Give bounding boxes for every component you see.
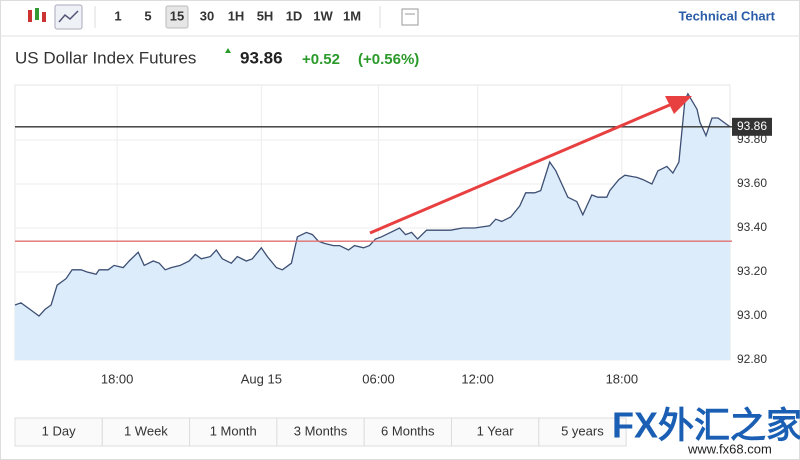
interval-button[interactable]: 30 [200,8,214,23]
range-button[interactable]: 1 Day [42,423,76,438]
trend-arrow [369,96,692,235]
line-icon-glyph [58,10,79,23]
interval-button[interactable]: 1W [313,8,333,23]
range-button[interactable]: 6 Months [381,423,435,438]
change-percent: (+0.56%) [358,51,419,68]
watermark-brand: FX外汇之家 [612,405,800,446]
interval-button[interactable]: 5 [144,8,151,23]
range-button[interactable]: 5 years [561,423,604,438]
range-button-box[interactable] [276,417,365,447]
area [15,93,730,361]
y-tick-label: 93.40 [737,220,767,234]
y-tick-label: 93.60 [737,176,767,190]
y-tick-label: 92.80 [737,352,767,366]
range-button[interactable]: 3 Months [294,423,348,438]
range-button-box[interactable] [189,417,278,447]
interval-button[interactable]: 1H [228,8,245,23]
x-tick-label: 18:00 [101,371,134,386]
range-button-box[interactable] [101,417,191,447]
technical-chart-link[interactable]: Technical Chart [678,8,775,23]
up-arrow [225,48,231,53]
range-button[interactable]: 1 Month [210,423,257,438]
plot: Investing.com92.8093.0093.2093.4093.6093… [14,84,772,386]
arrow-head [665,96,692,114]
x-tick-label: Aug 15 [241,371,282,386]
price: 93.86 [240,48,283,67]
x-tick-label: 18:00 [606,371,639,386]
y-tick-label: 93.00 [737,308,767,322]
last-price-box [732,117,772,136]
candles-icon[interactable] [28,8,46,22]
interval-button[interactable]: 1 [114,8,121,23]
site-watermark: FX外汇之家 www.fx68.com [612,405,800,457]
range-button[interactable]: 1 Week [124,423,168,438]
x-tick-label: 12:00 [461,371,494,386]
interval-button[interactable]: 5H [257,8,274,23]
range-button-box[interactable] [14,417,103,447]
range-bar: 1 Day 1 Week 1 Month 3 Months 6 Months 1 Year… [14,417,627,447]
range-button-box[interactable] [451,417,540,447]
range-button[interactable]: 1 Year [477,423,515,438]
interval-button[interactable]: 1D [286,8,303,23]
line [14,92,731,317]
watermark-url: www.fx68.com [687,441,772,456]
interval-button[interactable]: 1M [343,8,361,23]
change: +0.52 [302,51,340,68]
range-button-box[interactable] [538,417,627,447]
arrow-shaft [369,102,673,235]
active-interval [165,5,189,29]
last-price-label: 93.86 [737,119,767,133]
instrument-name: US Dollar Index Futures [15,48,196,67]
interval-button[interactable]: 15 [170,8,184,23]
settings-icon[interactable] [401,8,419,26]
x-tick-label: 06:00 [362,371,395,386]
range-button-box[interactable] [363,417,453,447]
y-tick-label: 93.20 [737,264,767,278]
